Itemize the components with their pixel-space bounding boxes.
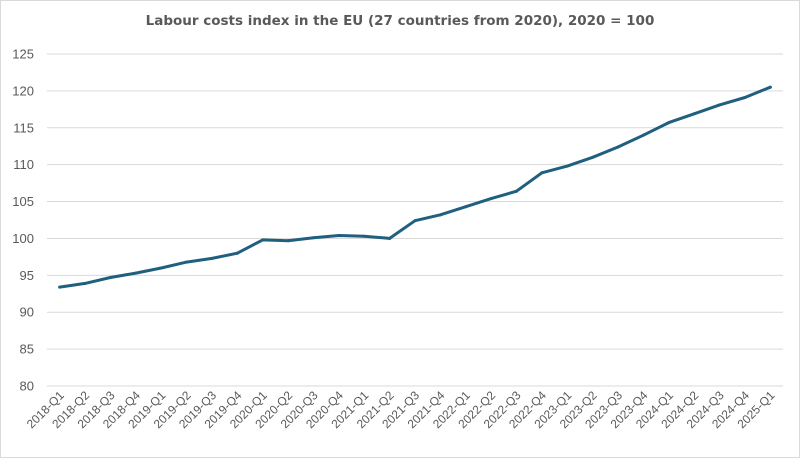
data-point [362,234,366,238]
x-axis-ticks: 2018-Q12018-Q22018-Q32018-Q42019-Q12019-… [24,388,778,431]
data-point [413,219,417,223]
y-tick-label: 110 [13,157,34,172]
y-tick-label: 105 [12,194,34,209]
data-point [692,112,696,116]
data-point [768,85,772,89]
y-tick-label: 125 [12,47,34,62]
series-line [58,85,772,289]
y-tick-label: 100 [12,231,34,246]
data-point [388,236,392,240]
data-point [591,155,595,159]
data-point [743,96,747,100]
data-point [515,189,519,193]
data-point [667,121,671,125]
data-point [261,238,265,242]
data-point [489,197,493,201]
data-point [464,205,468,209]
data-point [108,276,112,280]
data-point [210,256,214,260]
data-point [235,251,239,255]
y-tick-label: 90 [20,305,34,320]
y-tick-label: 85 [20,342,34,357]
data-point [438,213,442,217]
series-group [58,85,772,289]
data-point [286,239,290,243]
y-tick-label: 95 [20,268,34,283]
data-point [185,260,189,264]
data-point [134,271,138,275]
data-point [641,133,645,137]
data-point [718,103,722,107]
y-tick-label: 120 [12,83,34,98]
data-point [616,145,620,149]
data-point [159,266,163,270]
data-point [540,171,544,175]
data-point [83,281,87,285]
data-point [337,233,341,237]
data-point [565,164,569,168]
data-point [311,236,315,240]
data-point [58,285,62,289]
y-axis-ticks: 80 85 90 95 100 105 110 115 120 125 [12,47,34,394]
y-tick-label: 115 [13,120,34,135]
chart-title: Labour costs index in the EU (27 countri… [145,13,655,29]
y-tick-label: 80 [20,379,34,394]
